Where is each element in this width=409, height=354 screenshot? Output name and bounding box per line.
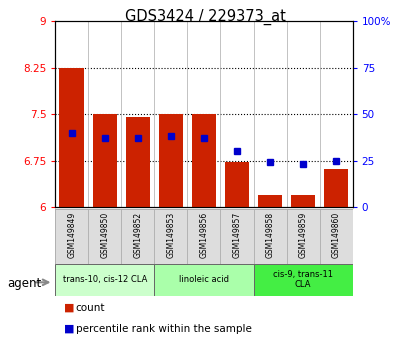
Text: GSM149857: GSM149857 xyxy=(232,212,241,258)
Bar xyxy=(59,68,84,207)
Bar xyxy=(187,209,220,264)
Bar xyxy=(253,264,352,296)
Bar xyxy=(154,264,253,296)
Text: GSM149852: GSM149852 xyxy=(133,212,142,258)
Bar xyxy=(257,195,282,207)
Text: agent: agent xyxy=(7,277,42,290)
Bar xyxy=(55,264,154,296)
Bar xyxy=(121,209,154,264)
Text: GSM149856: GSM149856 xyxy=(199,212,208,258)
Text: GSM149860: GSM149860 xyxy=(331,212,340,258)
Bar xyxy=(158,114,183,207)
Bar xyxy=(191,114,216,207)
Bar xyxy=(88,209,121,264)
Bar xyxy=(154,209,187,264)
Text: GSM149859: GSM149859 xyxy=(298,212,307,258)
Bar xyxy=(55,209,88,264)
Text: GDS3424 / 229373_at: GDS3424 / 229373_at xyxy=(124,9,285,25)
Text: trans-10, cis-12 CLA: trans-10, cis-12 CLA xyxy=(63,275,147,284)
Text: GSM149858: GSM149858 xyxy=(265,212,274,258)
Bar xyxy=(290,195,315,207)
Bar xyxy=(319,209,352,264)
Bar xyxy=(92,114,117,207)
Text: GSM149853: GSM149853 xyxy=(166,212,175,258)
Text: linoleic acid: linoleic acid xyxy=(179,275,228,284)
Text: percentile rank within the sample: percentile rank within the sample xyxy=(76,324,251,334)
Bar xyxy=(323,169,348,207)
Bar xyxy=(125,117,150,207)
Bar xyxy=(220,209,253,264)
Bar xyxy=(286,209,319,264)
Text: GSM149850: GSM149850 xyxy=(100,212,109,258)
Text: count: count xyxy=(76,303,105,313)
Text: ■: ■ xyxy=(63,324,74,334)
Text: cis-9, trans-11
CLA: cis-9, trans-11 CLA xyxy=(272,270,332,289)
Text: ■: ■ xyxy=(63,303,74,313)
Bar xyxy=(253,209,286,264)
Text: GSM149849: GSM149849 xyxy=(67,212,76,258)
Bar xyxy=(224,162,249,207)
